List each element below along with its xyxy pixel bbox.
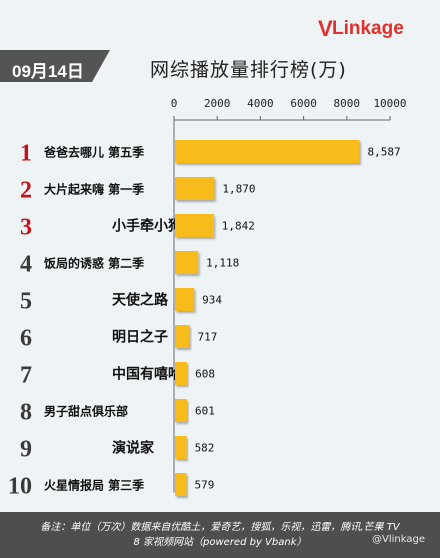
value-label: 582: [195, 442, 215, 455]
bar: [175, 214, 214, 237]
rank-number: 1: [20, 141, 32, 167]
value-label: 1,870: [222, 183, 255, 196]
value-label: 1,118: [206, 257, 239, 270]
bar: [175, 325, 190, 348]
footer-bar: [0, 512, 440, 558]
value-label: 579: [195, 479, 215, 492]
category-label: 大片起来嗨 第一季: [44, 182, 145, 197]
x-tick-label: 2000: [204, 97, 231, 110]
bar: [175, 436, 187, 459]
rank-number: 10: [8, 474, 32, 500]
bar: [175, 140, 360, 163]
x-tick-label: 4000: [247, 97, 274, 110]
value-label: 717: [197, 331, 217, 344]
bar: [175, 288, 195, 311]
rank-number: 7: [20, 363, 32, 389]
bar: [175, 362, 188, 385]
rank-number: 4: [20, 252, 32, 278]
category-label: 天使之路: [112, 292, 169, 309]
logo-v: V: [318, 16, 333, 41]
rank-number: 9: [20, 437, 32, 463]
bar: [175, 473, 187, 496]
ranking-chart: 0 2000 4000 6000 8000 10000 1 爸爸去哪儿 第五季 8,587 2 大片…: [8, 97, 407, 500]
footer-note-line2: 8 家视频网站（powered by Vbank）: [133, 537, 307, 548]
bar: [175, 177, 215, 200]
category-label: 演说家: [112, 440, 155, 457]
value-label: 8,587: [367, 146, 400, 159]
category-label: 爸爸去哪儿 第五季: [43, 145, 145, 160]
value-label: 934: [202, 294, 222, 307]
vlinkage-logo: V Linkage: [318, 10, 434, 50]
x-tick-label: 8000: [334, 97, 361, 110]
category-label: 饭局的诱惑 第二季: [43, 256, 145, 271]
bar: [175, 251, 199, 274]
footer-note-line1: 备注：单位（万次）数据来自优酷土，爱奇艺，搜狐，乐视，迅雷，腾讯,芒果 TV: [40, 522, 400, 533]
rank-number: 8: [20, 400, 32, 426]
weibo-watermark: @Vlinkage: [372, 534, 425, 545]
logo-text: Linkage: [332, 18, 404, 39]
date-badge: [0, 50, 110, 82]
x-tick-label: 0: [171, 97, 178, 110]
value-label: 608: [195, 368, 215, 381]
rank-number: 6: [20, 326, 32, 352]
category-label: 小手牵小狗: [112, 218, 182, 235]
date-label: 09月14日: [12, 62, 84, 81]
rank-number: 5: [20, 289, 32, 315]
value-label: 1,842: [222, 220, 255, 233]
x-tick-label: 10000: [373, 97, 406, 110]
rank-number: 3: [20, 215, 32, 241]
value-label: 601: [195, 405, 215, 418]
category-label: 中国有嘻哈: [112, 366, 182, 383]
category-label: 明日之子: [112, 329, 168, 346]
category-label: 火星情报局 第三季: [44, 478, 145, 493]
chart-title: 网综播放量排行榜(万): [150, 59, 347, 81]
category-label: 男子甜点俱乐部: [44, 404, 128, 419]
bar: [175, 399, 187, 422]
x-tick-label: 6000: [290, 97, 317, 110]
rank-number: 2: [20, 178, 32, 204]
